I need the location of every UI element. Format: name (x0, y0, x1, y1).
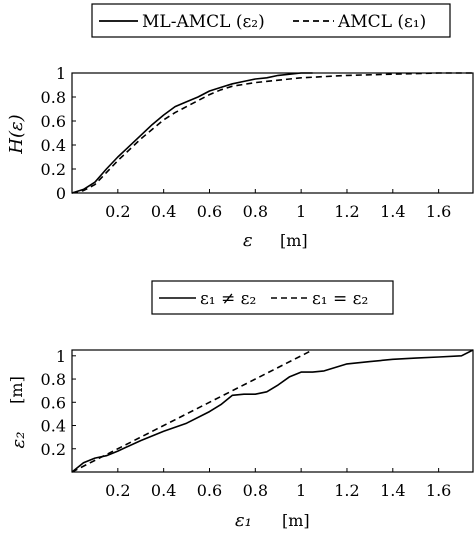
chart-2-y-tick-label: 1 (56, 347, 66, 366)
legend-top-entry-1: ML-AMCL (ε₂) (142, 12, 265, 32)
legend-bottom-entry-1: ε₁ ≠ ε₂ (200, 289, 256, 309)
chart-1-y-tick-label: 0.4 (41, 136, 66, 155)
legend-bottom-entry-2: ε₁ = ε₂ (312, 289, 368, 309)
chart-2: 0.2 0.4 0.6 0.8 1 1.2 1.4 1.6 0.20.40.60.81 ε₁ … (7, 347, 474, 531)
chart-2-y-tick-label: 0.2 (41, 440, 66, 459)
chart-2-y-ticks: 0.2 0.4 0.6 0.8 1 (41, 347, 76, 459)
chart-1: 0.2 0.4 0.6 0.8 1 1.2 1.4 1.6 00.20.40.60.81 ε … (6, 64, 474, 251)
chart-1-x-ticks: 0.2 0.4 0.6 0.8 1 1.2 1.4 1.6 (105, 189, 451, 221)
chart-2-y-label: ε₂ (8, 432, 29, 449)
chart-1-x-label: ε (243, 230, 253, 251)
chart-2-x-tick-label: 0.2 (105, 481, 130, 500)
chart-1-x-tick-label: 0.2 (105, 202, 130, 221)
chart-1-y-tick-label: 1 (56, 64, 66, 83)
legend-bottom: ε₁ ≠ ε₂ ε₁ = ε₂ (151, 280, 394, 315)
chart-2-x-label: ε₁ (235, 510, 252, 531)
chart-2-x-ticks: 0.2 0.4 0.6 0.8 1 1.2 1.4 1.6 (105, 468, 451, 500)
chart-2-y-tick-label: 0.4 (41, 417, 66, 436)
chart-2-x-tick-label: 1.6 (426, 481, 451, 500)
chart-1-y-label: H(ε) (6, 114, 27, 154)
chart-2-series (71, 349, 474, 473)
chart-1-x-unit: [m] (280, 231, 308, 250)
chart-2-x-unit: [m] (282, 511, 310, 530)
chart-1-y-tick-label: 0.8 (41, 88, 66, 107)
chart-1-y-tick-label: 0.2 (41, 160, 66, 179)
chart-2-x-tick-label: 1.2 (334, 481, 359, 500)
chart-1-y-tick-label: 0 (56, 184, 66, 203)
chart-2-series-dashed-line (71, 349, 313, 473)
chart-2-x-tick-label: 0.8 (243, 481, 268, 500)
chart-1-x-tick-label: 1.2 (334, 202, 359, 221)
chart-1-x-tick-label: 0.6 (197, 202, 222, 221)
chart-1-series (71, 72, 473, 194)
chart-2-frame (71, 349, 474, 473)
chart-2-y-unit: [m] (7, 376, 26, 404)
chart-2-x-tick-label: 0.6 (197, 481, 222, 500)
chart-1-x-tick-label: 0.4 (151, 202, 176, 221)
chart-1-series-solid-line (71, 72, 313, 194)
chart-2-x-tick-label: 0.4 (151, 481, 176, 500)
chart-2-y-tick-label: 0.6 (41, 393, 66, 412)
legend-top-box (91, 3, 451, 38)
chart-1-y-tick-label: 0.6 (41, 112, 66, 131)
legend-top-entry-2: AMCL (ε₁) (337, 12, 426, 32)
legend-top: ML-AMCL (ε₂) AMCL (ε₁) (91, 3, 451, 38)
chart-1-frame (71, 72, 474, 194)
chart-2-x-tick-label: 1 (296, 481, 306, 500)
chart-2-x-tick-label: 1.4 (380, 481, 405, 500)
chart-1-series-dashed-line (71, 72, 473, 194)
chart-2-y-tick-label: 0.8 (41, 370, 66, 389)
chart-2-series-solid-line (71, 349, 474, 473)
chart-1-x-tick-label: 1.4 (380, 202, 405, 221)
chart-1-y-ticks: 0 0.2 0.4 0.6 0.8 1 (41, 64, 76, 203)
chart-1-x-tick-label: 1 (296, 202, 306, 221)
chart-1-x-tick-label: 0.8 (243, 202, 268, 221)
chart-1-x-tick-label: 1.6 (426, 202, 451, 221)
